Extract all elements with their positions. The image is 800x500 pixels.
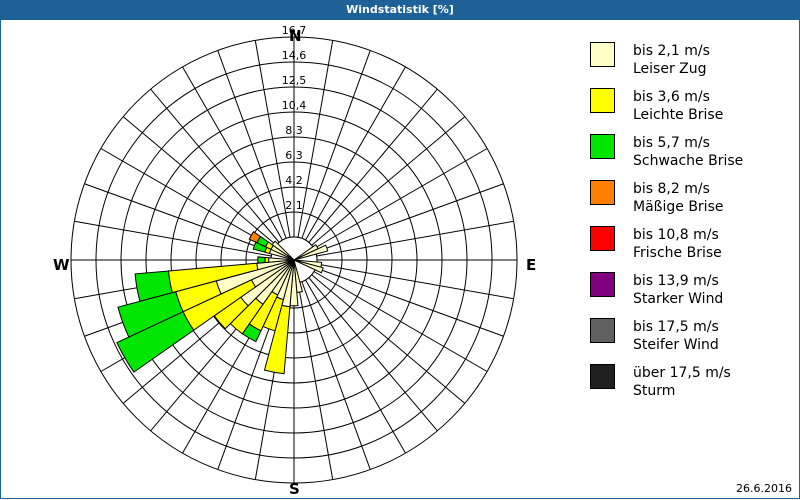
legend-range: bis 17,5 m/s xyxy=(633,319,719,335)
legend-item: bis 13,9 m/s Starker Wind xyxy=(590,272,743,318)
legend-swatch xyxy=(590,180,615,205)
legend-range: bis 10,8 m/s xyxy=(633,227,719,243)
radial-tick-label: 8,3 xyxy=(285,124,303,137)
compass-north-label: N xyxy=(289,27,302,45)
legend-swatch xyxy=(590,42,615,67)
radial-tick-label: 4,2 xyxy=(285,174,303,187)
legend-label: Sturm xyxy=(633,383,676,399)
wind-wedge xyxy=(293,259,324,274)
legend-label: Leichte Brise xyxy=(633,107,724,123)
wind-wedge xyxy=(257,256,266,264)
radial-tick-label: 2,1 xyxy=(285,199,303,212)
legend-swatch xyxy=(590,272,615,297)
legend-label: Steifer Wind xyxy=(633,337,719,353)
legend-item: bis 10,8 m/s Frische Brise xyxy=(590,226,743,272)
legend-range: über 17,5 m/s xyxy=(633,365,731,381)
legend-range: bis 8,2 m/s xyxy=(633,181,710,197)
legend-swatch xyxy=(590,88,615,113)
grid-ring xyxy=(70,36,518,484)
legend-label: Schwache Brise xyxy=(633,153,744,169)
legend-label: Leiser Zug xyxy=(633,61,707,77)
radial-tick-label: 16,7 xyxy=(282,24,307,37)
wind-wedge xyxy=(293,244,329,261)
wind-wedge xyxy=(134,270,173,302)
radial-tick-label: 10,4 xyxy=(282,99,307,112)
radial-tick-label: 6,3 xyxy=(285,149,303,162)
legend-swatch xyxy=(590,226,615,251)
legend-swatch xyxy=(590,318,615,343)
wind-wedge xyxy=(263,304,291,375)
legend-item: bis 8,2 m/s Mäßige Brise xyxy=(590,180,743,226)
legend-item: über 17,5 m/s Sturm xyxy=(590,364,743,410)
legend-label: Frische Brise xyxy=(633,245,722,261)
wind-wedge xyxy=(116,311,195,373)
legend-item: bis 3,6 m/s Leichte Brise xyxy=(590,88,743,134)
legend-swatch xyxy=(590,364,615,389)
legend-range: bis 13,9 m/s xyxy=(633,273,719,289)
compass-west-label: W xyxy=(53,256,70,274)
radial-tick-label: 14,6 xyxy=(282,49,307,62)
legend-range: bis 2,1 m/s xyxy=(633,43,710,59)
radial-tick-label: 12,5 xyxy=(282,74,307,87)
chart-title: Windstatistik [%] xyxy=(0,0,800,20)
legend-item: bis 2,1 m/s Leiser Zug xyxy=(590,42,743,88)
wind-wedge xyxy=(117,291,184,338)
legend: bis 2,1 m/s Leiser Zug bis 3,6 m/s Leichte… xyxy=(590,42,743,410)
compass-south-label: S xyxy=(289,480,300,498)
legend-label: Mäßige Brise xyxy=(633,199,724,215)
legend-item: bis 5,7 m/s Schwache Brise xyxy=(590,134,743,180)
legend-range: bis 3,6 m/s xyxy=(633,89,710,105)
legend-label: Starker Wind xyxy=(633,291,724,307)
legend-swatch xyxy=(590,134,615,159)
date-stamp: 26.6.2016 xyxy=(736,482,792,495)
legend-item: bis 17,5 m/s Steifer Wind xyxy=(590,318,743,364)
wind-wedge xyxy=(271,240,295,261)
compass-east-label: E xyxy=(526,256,537,274)
legend-range: bis 5,7 m/s xyxy=(633,135,710,151)
wind-wedge xyxy=(248,230,262,244)
